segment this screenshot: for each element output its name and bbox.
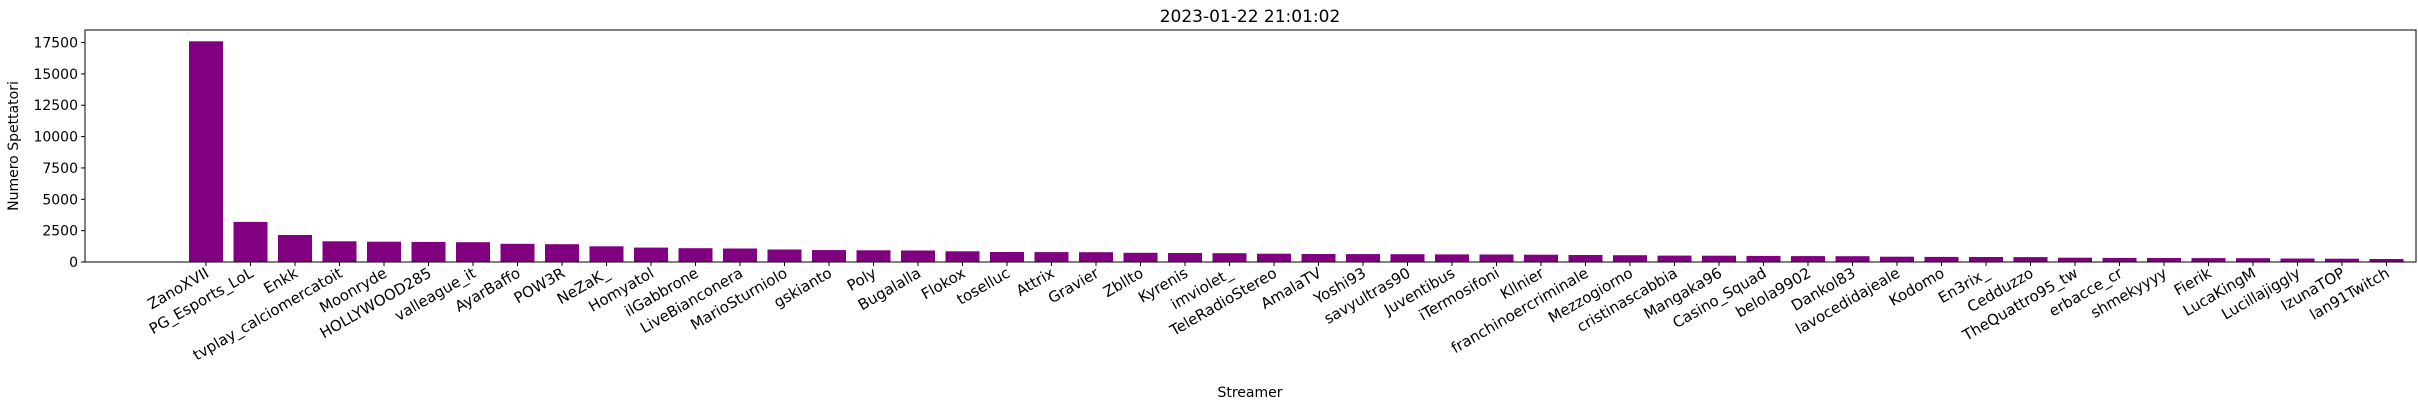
chart-title: 2023-01-22 21:01:02 — [1160, 7, 1341, 27]
y-tick-label: 10000 — [33, 130, 78, 146]
bar-Kodomo — [1924, 256, 1959, 262]
bar-imviolet_ — [1212, 253, 1247, 262]
bar-Zbllto — [1123, 252, 1158, 262]
y-tick-label: 0 — [69, 255, 78, 271]
bar-Moonryde — [367, 241, 401, 262]
bar-HOLLYWOOD285 — [411, 241, 446, 262]
bar-POW3R — [545, 244, 579, 262]
bar-TeleRadioStereo — [1257, 253, 1291, 262]
bar-gskianto — [812, 250, 846, 262]
plot-frame — [84, 29, 2417, 263]
bar-tvplay_calciomercatoit — [322, 241, 357, 262]
bar-Poly — [856, 250, 891, 262]
bars-group — [189, 41, 2404, 262]
bar-PG_Esports_LoL — [233, 221, 268, 262]
bar-Fierik — [2191, 258, 2226, 262]
bar-ilGabbrone — [678, 248, 713, 262]
bar-toselluc — [990, 252, 1024, 262]
y-axis-label: Numero Spettatori — [6, 81, 22, 211]
bar-IzunaTOP — [2325, 258, 2359, 262]
bar-erbacce_cr — [2102, 257, 2137, 262]
bar-LiveBianconera — [723, 248, 757, 262]
bar-Enkk — [278, 235, 312, 262]
bar-Lucillajiggly — [2280, 258, 2315, 262]
bar-Kllnier — [1524, 254, 1558, 262]
bar-Dankol83 — [1835, 256, 1870, 262]
y-tick-label: 12500 — [33, 98, 78, 114]
bar-iTermosifoni — [1479, 254, 1514, 262]
bar-LucaKingM — [2236, 258, 2270, 262]
y-tick-label: 7500 — [42, 161, 78, 177]
bar-TheQuattro95_tw — [2058, 257, 2092, 262]
bar-shmekyyyy — [2147, 258, 2181, 262]
bar-Kyrenis — [1168, 253, 1202, 262]
bar-Juventibus — [1435, 254, 1469, 262]
bar-Mezzogiorno — [1613, 255, 1647, 262]
bar-AyarBaffo — [500, 243, 535, 262]
bar-Cedduzzo — [2013, 257, 2048, 262]
x-tick-label: Gravier — [1045, 263, 1103, 307]
bar-lan91Twitch — [2369, 259, 2404, 262]
bar-Homyatol — [634, 247, 668, 262]
bar-belola9902 — [1791, 256, 1825, 262]
bar-cristinascabbia — [1657, 255, 1692, 262]
bar-Bugalalla — [901, 250, 935, 262]
x-axis-label: Streamer — [1217, 385, 1282, 401]
y-tick-label: 2500 — [42, 224, 78, 240]
bar-lavocedidajeale — [1880, 256, 1914, 262]
bar-franchinoercriminale — [1568, 255, 1603, 262]
bar-Attrix — [1034, 252, 1069, 262]
bar-valleague_it — [456, 242, 490, 262]
bar-Casino_Squad — [1746, 255, 1781, 262]
bar-NeZaK_ — [589, 246, 624, 262]
y-ticks-group: 0 2500 5000 7500 10000 12500 15000 17500 — [33, 36, 85, 271]
bar-savyultras90 — [1390, 254, 1425, 262]
y-tick-label: 15000 — [33, 67, 78, 83]
bar-ZanoXVII — [189, 41, 223, 262]
y-tick-label: 17500 — [33, 36, 78, 52]
bar-Gravier — [1079, 252, 1113, 262]
bar-Yoshi93 — [1346, 254, 1380, 262]
y-tick-label: 5000 — [42, 192, 78, 208]
bar-En3rix_ — [1969, 257, 2003, 262]
bar-Flokox — [945, 251, 980, 262]
bar-AmalaTV — [1301, 254, 1336, 262]
bar-MarioSturniolo — [767, 249, 802, 262]
bar-Mangaka96 — [1702, 255, 1736, 262]
